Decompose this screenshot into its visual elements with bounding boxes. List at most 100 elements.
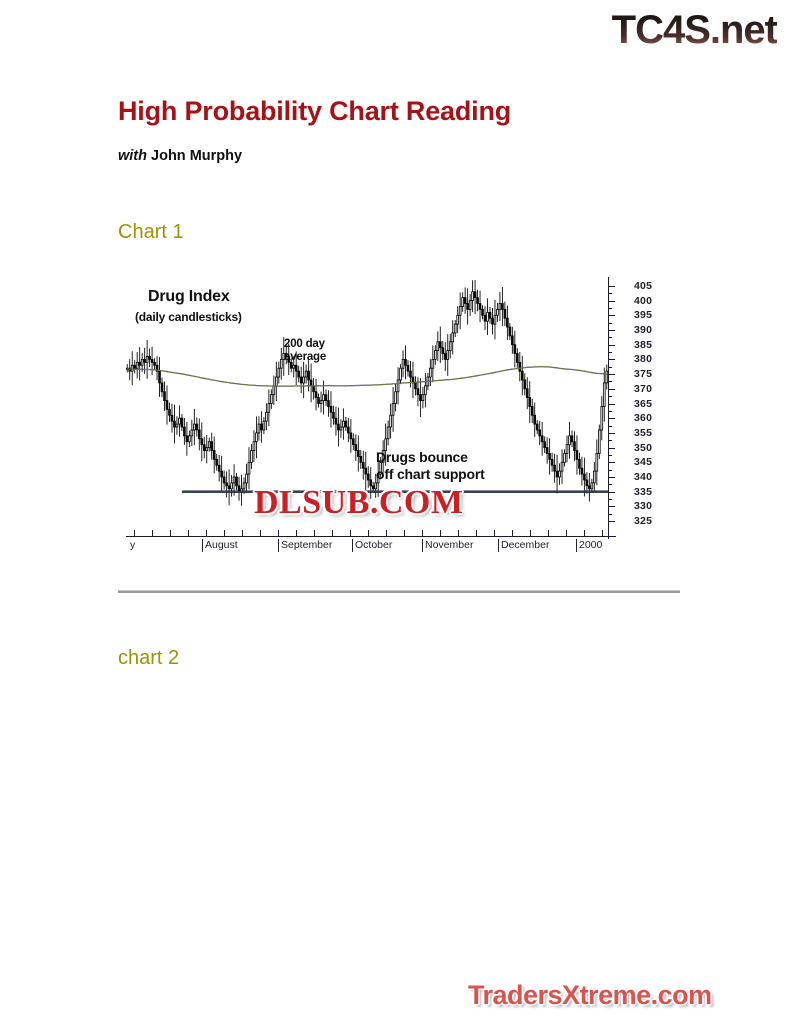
- candle-body: [153, 361, 156, 366]
- chart-title-text: Drug Index: [148, 288, 230, 305]
- x-axis-tick: [206, 530, 207, 536]
- candle-body: [565, 444, 569, 454]
- candle-body: [312, 385, 315, 393]
- candle-body: [217, 464, 221, 472]
- x-axis-tick: [242, 530, 243, 536]
- section-label-chart-1: Chart 1: [118, 221, 184, 243]
- candle-body: [279, 358, 283, 369]
- candle-body: [314, 391, 318, 399]
- y-axis-tick: [609, 344, 615, 346]
- candle-body: [235, 476, 238, 487]
- candle-body: [595, 453, 599, 472]
- candle-body: [200, 438, 204, 446]
- candle-body: [133, 364, 137, 369]
- y-axis-tick-label: 375: [634, 368, 653, 381]
- candle-body: [391, 403, 395, 416]
- candle-body: [178, 417, 181, 425]
- candle-body: [443, 353, 447, 360]
- x-axis-tick: [584, 530, 585, 536]
- candle-body: [399, 367, 402, 381]
- candle-body: [523, 379, 527, 390]
- support-annotation-line2: off chart support: [376, 466, 485, 482]
- x-axis-tick: [386, 530, 387, 536]
- x-axis-tick: [440, 530, 441, 536]
- candle-body: [384, 438, 387, 451]
- candle-body: [585, 479, 589, 487]
- candle-body: [503, 308, 507, 319]
- candle-body: [533, 414, 537, 425]
- candle-body: [356, 450, 360, 457]
- candle-body: [436, 341, 440, 351]
- x-axis-tick: [314, 530, 315, 536]
- candle-body: [165, 400, 169, 410]
- tradersxtreme-footer-logo: TradersXtreme.com: [468, 980, 712, 1010]
- candle-body: [515, 353, 519, 363]
- candle-body: [130, 364, 134, 372]
- y-axis: 405 400 395 390 385 380 375 370 365 360 355 350 345 3…: [608, 272, 674, 542]
- candle-body: [304, 370, 308, 378]
- candle-body: [493, 314, 497, 325]
- candle-body: [175, 423, 179, 428]
- candle-body: [508, 326, 512, 337]
- candle-body: [188, 435, 191, 443]
- x-axis-tick-label: December: [498, 539, 549, 552]
- candle-body: [332, 411, 335, 419]
- candle-body: [458, 306, 462, 316]
- candle-body: [389, 414, 392, 428]
- candle-body: [317, 397, 320, 404]
- candle-body: [461, 297, 464, 307]
- support-annotation-line1: Drugs bounce: [376, 449, 468, 465]
- chart-1-figure: Drug Index (daily candlesticks) 200 day …: [126, 272, 674, 560]
- y-axis-minor-tick: [609, 513, 612, 515]
- candle-body: [535, 423, 539, 431]
- candle-body: [520, 370, 524, 381]
- y-axis-minor-tick: [609, 425, 612, 427]
- candle-body: [396, 379, 400, 393]
- candle-body: [421, 394, 425, 401]
- candle-body: [409, 370, 412, 378]
- candle-body: [473, 291, 477, 299]
- candle-body: [550, 458, 554, 466]
- candle-body: [339, 426, 343, 431]
- y-axis-tick-label: 330: [634, 500, 653, 513]
- moving-average-highlight: [127, 366, 607, 387]
- candle-body: [600, 406, 604, 431]
- y-axis-tick-label: 390: [634, 323, 653, 336]
- candle-body: [163, 391, 166, 401]
- candle-body: [481, 308, 484, 316]
- candle-body: [381, 450, 385, 463]
- y-axis-tick: [609, 374, 615, 376]
- candle-body: [205, 447, 209, 451]
- candle-body: [222, 476, 226, 484]
- x-axis-tick-label: September: [278, 539, 332, 552]
- candle-body: [245, 473, 248, 484]
- x-axis-tick: [494, 530, 495, 536]
- y-axis-tick-label: 335: [634, 485, 653, 498]
- candle-body: [260, 423, 263, 431]
- candle-body: [193, 423, 196, 431]
- candle-body: [202, 444, 206, 451]
- candle-body: [197, 429, 201, 440]
- candle-body: [354, 444, 358, 451]
- chart-subtitle-text: (daily candlesticks): [135, 310, 242, 324]
- y-axis-tick: [609, 432, 615, 434]
- candle-body: [302, 376, 305, 384]
- y-axis-minor-tick: [609, 322, 612, 324]
- x-axis-tick: [224, 530, 225, 536]
- candle-body: [463, 297, 467, 304]
- x-axis-tick: [260, 530, 261, 536]
- candle-body: [183, 426, 186, 437]
- candle-body: [349, 432, 353, 440]
- moving-average-line: [127, 366, 607, 387]
- candle-body: [438, 341, 442, 349]
- y-axis-tick: [609, 285, 615, 287]
- y-axis-minor-tick: [609, 440, 612, 442]
- candle-body: [394, 391, 397, 404]
- candle-body: [294, 364, 298, 372]
- candle-body: [282, 353, 286, 360]
- candle-body: [525, 388, 529, 399]
- candle-body: [568, 435, 571, 446]
- candle-body: [553, 464, 556, 472]
- candle-body: [160, 382, 164, 393]
- candle-body: [540, 435, 544, 443]
